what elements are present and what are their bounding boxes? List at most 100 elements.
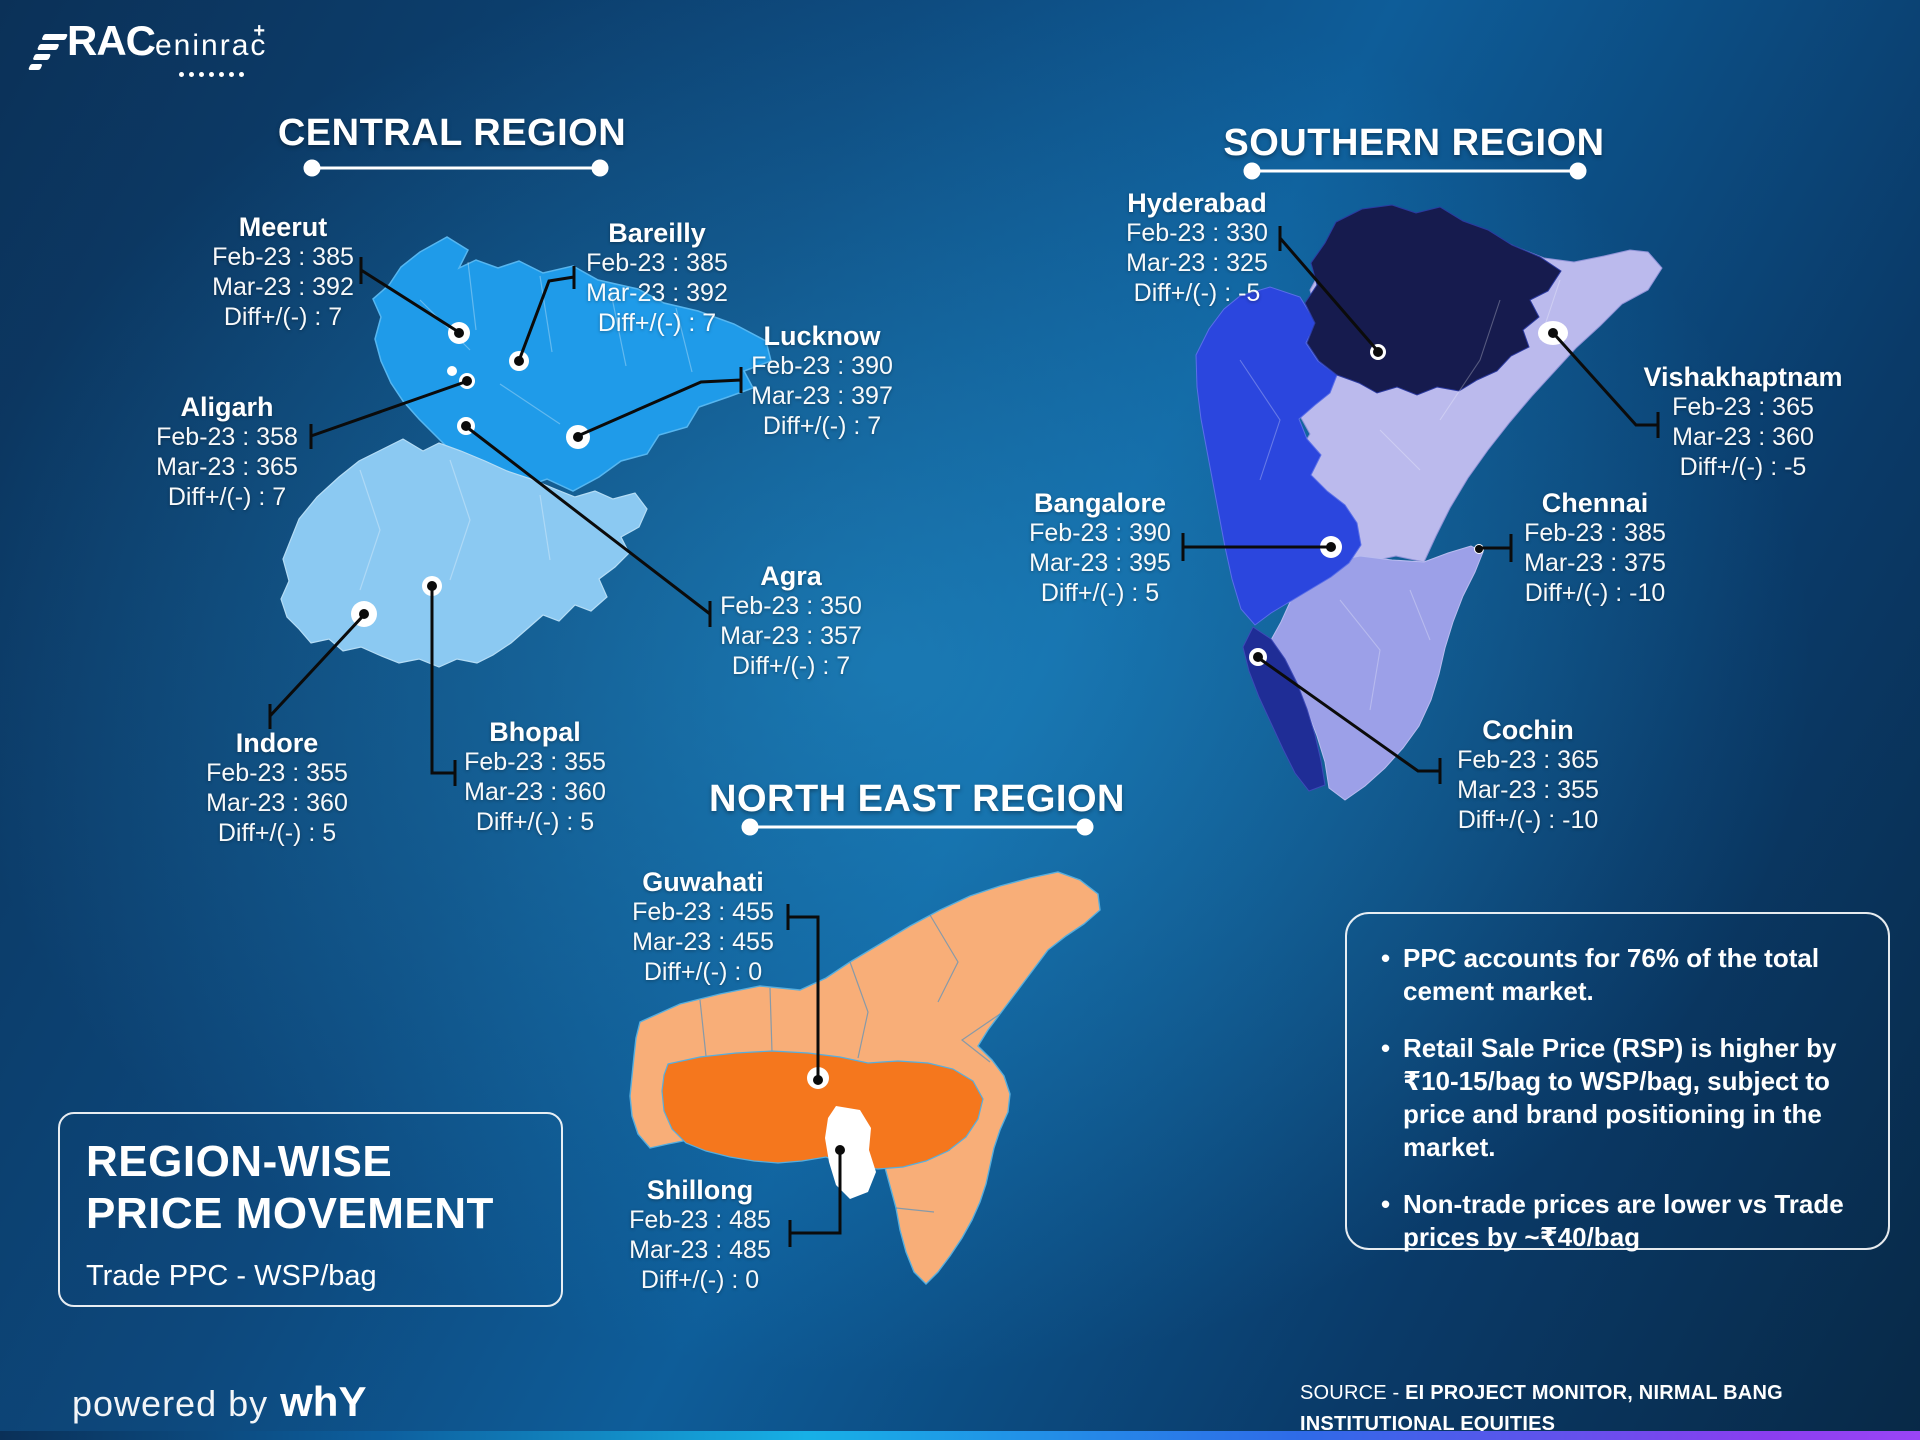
notes-box: • PPC accounts for 76% of the total ceme… [1345,912,1890,1252]
note-text: Non-trade prices are lower vs Trade pric… [1403,1189,1844,1252]
city-name: Cochin [1482,715,1574,745]
city-mar-value: Mar-23 : 392 [212,273,354,301]
city-feb-value: Feb-23 : 365 [1672,393,1814,421]
city-label-lucknow: Lucknow Feb-23 : 390 Mar-23 : 397 Diff+/… [751,321,893,441]
logo-dots-icon [179,72,244,77]
city-mar-value: Mar-23 : 357 [720,622,862,650]
powered-by-prefix: powered by [72,1383,269,1424]
city-name: Bareilly [608,218,706,248]
city-label-indore: Indore Feb-23 : 355 Mar-23 : 360 Diff+/(… [206,728,348,848]
city-mar-value: Mar-23 : 360 [1672,423,1814,451]
city-mar-value: Mar-23 : 395 [1029,549,1171,577]
logo-primary: RAC [67,17,156,64]
telangana-shape [1304,204,1562,396]
city-feb-value: Feb-23 : 330 [1126,219,1268,247]
central-region-title: CENTRAL REGION [277,112,627,154]
logo-secondary: eninrac [155,29,268,62]
city-diff-value: Diff+/(-) : 7 [167,483,287,511]
city-name: Bangalore [1033,488,1167,518]
city-feb-value: Feb-23 : 365 [1457,746,1599,774]
southern-region-title: SOUTHERN REGION [1223,122,1605,164]
city-name: Bhopal [489,717,581,747]
southern-district-lines [1239,279,1561,711]
logo-bars-icon [27,34,69,70]
powered-by: powered by whY [72,1378,366,1426]
meghalaya-shape [661,1050,984,1170]
city-mar-value: Mar-23 : 375 [1524,549,1666,577]
city-diff-value: Diff+/(-) : 5 [217,819,337,847]
city-name: Agra [760,561,822,591]
city-name: Vishakhaptnam [1643,362,1843,392]
city-label-aligarh: Aligarh Feb-23 : 358 Mar-23 : 365 Diff+/… [156,392,298,512]
city-mar-value: Mar-23 : 355 [1457,776,1599,804]
city-name: Chennai [1541,488,1649,518]
bottom-gradient-bar [0,1431,1920,1440]
city-label-meerut: Meerut Feb-23 : 385 Mar-23 : 392 Diff+/(… [212,212,354,332]
city-diff-value: Diff+/(-) : -10 [1524,579,1666,607]
city-diff-value: Diff+/(-) : 0 [643,958,763,986]
headline-box: REGION-WISE PRICE MOVEMENT Trade PPC - W… [58,1112,563,1307]
city-diff-value: Diff+/(-) : 5 [1040,579,1160,607]
bullet-icon: • [1381,943,1391,973]
city-diff-value: Diff+/(-) : -5 [1133,279,1261,307]
city-feb-value: Feb-23 : 358 [156,423,298,451]
city-feb-value: Feb-23 : 355 [464,748,606,776]
tamil-nadu-shape [1270,545,1484,801]
page-subtitle: Trade PPC - WSP/bag [86,1259,377,1292]
logo-text: RACeninrac+ [67,17,268,77]
city-label-bhopal: Bhopal Feb-23 : 355 Mar-23 : 360 Diff+/(… [464,717,606,837]
city-feb-value: Feb-23 : 390 [751,352,893,380]
city-diff-value: Diff+/(-) : 0 [640,1266,760,1294]
city-label-bangalore: Bangalore Feb-23 : 390 Mar-23 : 395 Diff… [1029,488,1171,608]
city-diff-value: Diff+/(-) : 7 [223,303,343,331]
city-mar-value: Mar-23 : 365 [156,453,298,481]
city-mar-value: Mar-23 : 455 [632,928,774,956]
city-diff-value: Diff+/(-) : 7 [597,309,717,337]
note-text: Retail Sale Price (RSP) is higher by ₹10… [1403,1033,1837,1162]
city-feb-value: Feb-23 : 385 [212,243,354,271]
guwahati-marker [807,1067,829,1089]
madhya-pradesh-shape [280,438,648,668]
city-diff-value: Diff+/(-) : -10 [1457,806,1599,834]
city-name: Guwahati [642,867,764,897]
karnataka-shape [1195,286,1362,626]
city-name: Indore [235,728,319,758]
shillong-gap-shape [825,1106,876,1199]
city-label-agra: Agra Feb-23 : 350 Mar-23 : 357 Diff+/(-)… [720,561,862,681]
city-label-guwahati: Guwahati Feb-23 : 455 Mar-23 : 455 Diff+… [632,867,774,987]
note-bullet: • Non-trade prices are lower vs Trade pr… [1381,1188,1854,1254]
city-name: Shillong [646,1175,754,1205]
city-mar-value: Mar-23 : 392 [586,279,728,307]
city-mar-value: Mar-23 : 360 [464,778,606,806]
bullet-icon: • [1381,1189,1391,1219]
city-name: Lucknow [763,321,881,351]
city-feb-value: Feb-23 : 385 [1524,519,1666,547]
city-label-vishakhaptnam: Vishakhaptnam Feb-23 : 365 Mar-23 : 360 … [1643,362,1842,482]
city-name: Aligarh [180,392,274,422]
city-mar-value: Mar-23 : 485 [629,1236,771,1264]
note-bullet: • Retail Sale Price (RSP) is higher by ₹… [1381,1032,1854,1164]
central-city-markers [351,322,590,627]
note-bullet: • PPC accounts for 76% of the total ceme… [1381,942,1854,1008]
city-diff-value: Diff+/(-) : 5 [475,808,595,836]
city-mar-value: Mar-23 : 325 [1126,249,1268,277]
source-line: SOURCE - EI PROJECT MONITOR, NIRMAL BANG… [1300,1378,1920,1440]
eninrac-logo: RACeninrac+ [27,17,268,77]
city-diff-value: Diff+/(-) : 7 [762,412,882,440]
city-feb-value: Feb-23 : 455 [632,898,774,926]
page-title: REGION-WISE PRICE MOVEMENT [86,1137,494,1238]
southern-city-markers [1249,321,1568,666]
note-text: PPC accounts for 76% of the total cement… [1403,943,1820,1006]
northeast-region-title: NORTH EAST REGION [709,778,1125,820]
city-mar-value: Mar-23 : 397 [751,382,893,410]
city-mar-value: Mar-23 : 360 [206,789,348,817]
city-label-chennai: Chennai Feb-23 : 385 Mar-23 : 375 Diff+/… [1524,488,1666,608]
city-label-hyderabad: Hyderabad Feb-23 : 330 Mar-23 : 325 Diff… [1126,188,1268,308]
city-label-shillong: Shillong Feb-23 : 485 Mar-23 : 485 Diff+… [629,1175,771,1295]
city-name: Hyderabad [1127,188,1267,218]
city-label-cochin: Cochin Feb-23 : 365 Mar-23 : 355 Diff+/(… [1457,715,1599,835]
city-label-bareilly: Bareilly Feb-23 : 385 Mar-23 : 392 Diff+… [586,218,728,338]
kerala-shape [1242,626,1326,792]
why-logo: whY [280,1378,367,1425]
